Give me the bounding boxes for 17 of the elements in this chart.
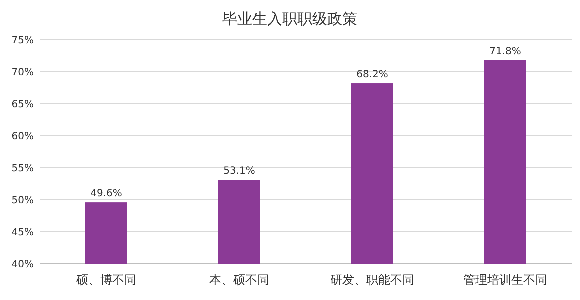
y-tick-label: 65% — [12, 100, 34, 110]
y-tick-label: 60% — [12, 132, 34, 142]
chart-title: 毕业生入职职级政策 — [222, 10, 358, 28]
data-label: 68.2% — [356, 70, 388, 81]
y-tick-label: 70% — [12, 68, 34, 78]
y-tick-label: 40% — [12, 260, 34, 270]
y-tick-label: 50% — [12, 196, 34, 206]
data-label: 71.8% — [490, 46, 522, 58]
x-tick-label: 本、硕不同 — [210, 273, 270, 287]
data-label: 49.6% — [90, 188, 122, 200]
y-tick-label: 75% — [12, 36, 34, 46]
data-label: 53.1% — [224, 166, 256, 178]
x-tick-label: 研发、职能不同 — [330, 273, 414, 287]
y-tick-label: 45% — [12, 228, 34, 238]
y-tick-label: 55% — [12, 164, 34, 174]
x-tick-label: 硕、博不同 — [76, 273, 136, 287]
x-tick-label: 管理培训生不同 — [464, 273, 548, 287]
